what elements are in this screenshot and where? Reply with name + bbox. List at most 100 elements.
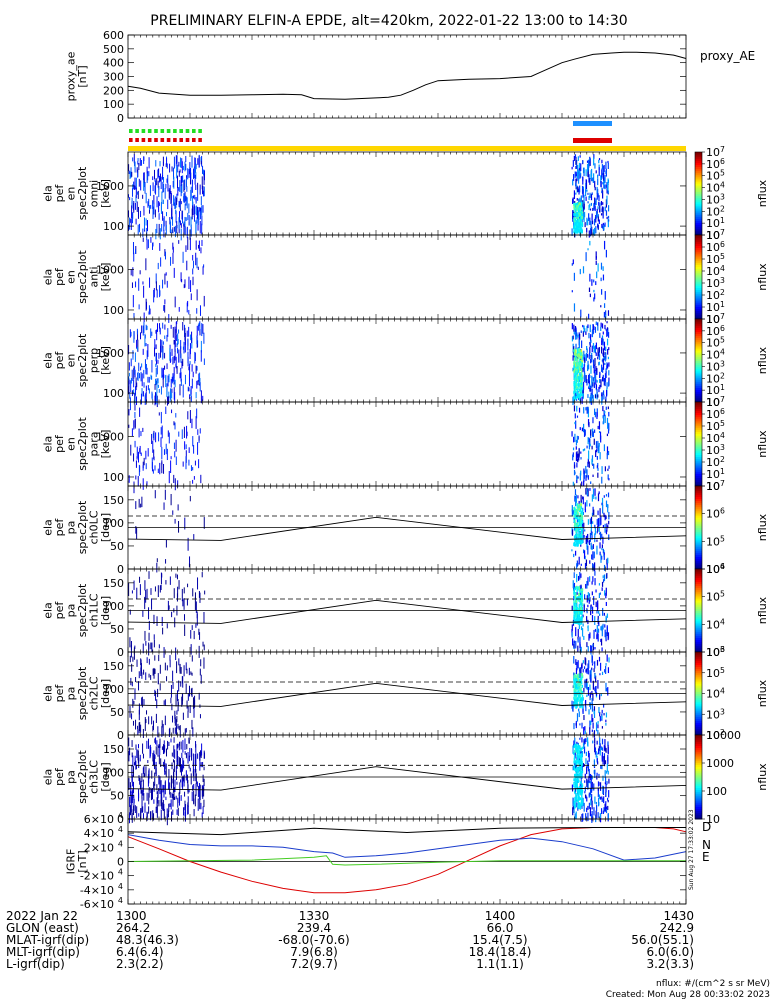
flux-cell bbox=[177, 333, 179, 346]
y-axis-label: ela bbox=[41, 602, 54, 619]
flux-cell bbox=[161, 191, 163, 205]
flux-cell bbox=[594, 346, 596, 352]
colorbar-segment bbox=[695, 527, 702, 531]
flux-cell bbox=[590, 516, 593, 524]
flux-cell bbox=[131, 197, 133, 209]
flux-cell bbox=[598, 491, 600, 495]
flux-cell bbox=[157, 468, 159, 474]
colorbar-tick-label: 103 bbox=[706, 443, 725, 457]
flux-cell bbox=[136, 346, 138, 351]
flux-cell bbox=[141, 325, 143, 334]
colorbar-segment bbox=[695, 399, 702, 403]
flux-cell bbox=[579, 585, 581, 590]
flux-cell bbox=[576, 516, 578, 525]
flux-cell bbox=[178, 580, 180, 590]
y-axis-label: en bbox=[64, 354, 77, 368]
y-axis-label: spec2plot bbox=[76, 250, 89, 304]
colorbar-segment bbox=[695, 560, 702, 564]
flux-cell bbox=[181, 696, 183, 707]
flux-cell bbox=[595, 675, 597, 682]
flux-cell bbox=[600, 516, 602, 525]
flux-cell bbox=[156, 289, 158, 298]
flux-cell bbox=[571, 509, 573, 517]
flux-cell bbox=[147, 344, 149, 357]
flux-cell bbox=[577, 575, 580, 581]
flux-cell bbox=[576, 563, 578, 569]
flux-cell bbox=[589, 208, 592, 211]
flux-cell bbox=[161, 368, 163, 378]
y-axis-label: para bbox=[87, 432, 100, 457]
flux-cell bbox=[594, 562, 596, 572]
y-axis-label: ela bbox=[41, 519, 54, 536]
flux-cell bbox=[578, 206, 581, 210]
flux-cell bbox=[588, 633, 590, 641]
flux-cell bbox=[602, 374, 604, 382]
flux-cell bbox=[590, 645, 592, 653]
flux-cell bbox=[592, 377, 595, 382]
flux-cell bbox=[139, 270, 141, 275]
flux-cell bbox=[572, 447, 575, 451]
flux-cell bbox=[607, 422, 609, 429]
flux-cell bbox=[581, 207, 583, 211]
flux-cell bbox=[598, 386, 600, 393]
flux-cell bbox=[151, 716, 153, 725]
flux-cell bbox=[199, 305, 201, 316]
flux-cell bbox=[143, 172, 145, 181]
flux-cell bbox=[606, 561, 608, 570]
colorbar-segment bbox=[695, 537, 702, 541]
flux-cell bbox=[574, 684, 577, 688]
flux-cell bbox=[592, 417, 594, 424]
colorbar-segment bbox=[695, 483, 702, 487]
flux-cell bbox=[603, 415, 605, 425]
flux-cell bbox=[200, 210, 202, 220]
colorbar-segment bbox=[695, 343, 702, 347]
flux-cell bbox=[577, 504, 580, 508]
flux-cell bbox=[602, 190, 604, 199]
flux-cell bbox=[155, 281, 157, 291]
flux-cell bbox=[578, 171, 580, 181]
flux-cell bbox=[161, 460, 163, 465]
flux-cell bbox=[160, 584, 162, 591]
flux-cell bbox=[585, 407, 587, 411]
flux-cell bbox=[604, 629, 606, 638]
flux-cell bbox=[579, 350, 581, 354]
flux-cell bbox=[166, 334, 168, 342]
flux-cell bbox=[132, 242, 134, 255]
flux-cell bbox=[606, 329, 608, 337]
flux-cell bbox=[578, 198, 580, 205]
flux-cell bbox=[605, 587, 607, 596]
flux-cell bbox=[583, 448, 586, 451]
flux-cell bbox=[603, 612, 605, 616]
colorbar-segment bbox=[695, 262, 702, 265]
flux-cell bbox=[603, 444, 606, 452]
flux-cell bbox=[178, 240, 180, 244]
flux-cell bbox=[165, 559, 167, 564]
flux-cell bbox=[592, 177, 594, 183]
flux-cell bbox=[592, 229, 595, 235]
flux-cell bbox=[592, 544, 594, 549]
flux-cell bbox=[195, 197, 197, 202]
flux-cell bbox=[606, 417, 609, 424]
flux-cell bbox=[176, 155, 178, 164]
flux-cell bbox=[595, 365, 597, 371]
flux-cell bbox=[579, 174, 581, 179]
flux-cell bbox=[575, 680, 577, 684]
flux-cell bbox=[196, 366, 198, 371]
flux-cell bbox=[573, 685, 575, 689]
flux-cell bbox=[136, 446, 138, 458]
flux-cell bbox=[181, 161, 183, 174]
flux-cell bbox=[575, 688, 577, 692]
y-axis-label: perp bbox=[87, 348, 100, 373]
flux-cell bbox=[588, 461, 590, 468]
flux-cell bbox=[198, 155, 200, 168]
flux-cell bbox=[584, 222, 586, 228]
colorbar-segment bbox=[695, 172, 702, 176]
flux-cell bbox=[588, 355, 590, 360]
flux-cell bbox=[605, 355, 607, 359]
colorbar-segment bbox=[695, 635, 702, 638]
flux-cell bbox=[590, 394, 592, 403]
flux-cell bbox=[579, 204, 581, 208]
flux-cell bbox=[159, 664, 161, 674]
flux-cell bbox=[595, 260, 597, 265]
flux-cell bbox=[150, 204, 152, 209]
